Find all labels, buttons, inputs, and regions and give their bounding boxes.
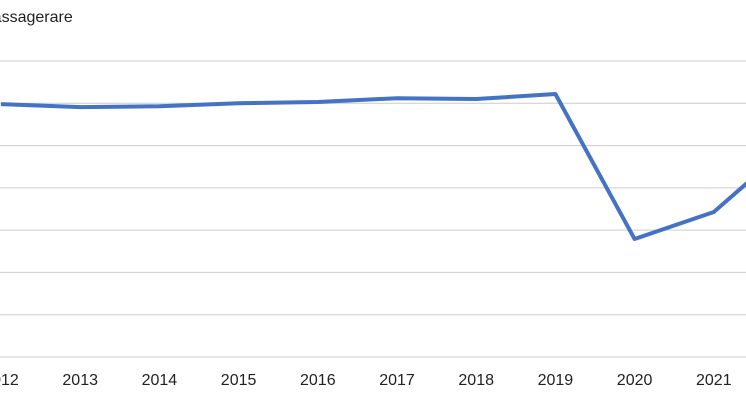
x-tick-label: 2015 (221, 372, 257, 389)
chart-title: Passagerare (0, 9, 73, 26)
data-line (0, 91, 746, 242)
x-tick-label: 2017 (379, 372, 415, 389)
x-tick-label: 2019 (538, 372, 574, 389)
x-tick-label: 2014 (142, 372, 178, 389)
x-tick-label: 2018 (458, 372, 494, 389)
x-tick-label: 2012 (0, 372, 19, 389)
x-tick-label: 2013 (62, 372, 98, 389)
x-tick-label: 2020 (617, 372, 653, 389)
x-tick-label: 2016 (300, 372, 336, 389)
x-tick-label: 2021 (696, 372, 732, 389)
